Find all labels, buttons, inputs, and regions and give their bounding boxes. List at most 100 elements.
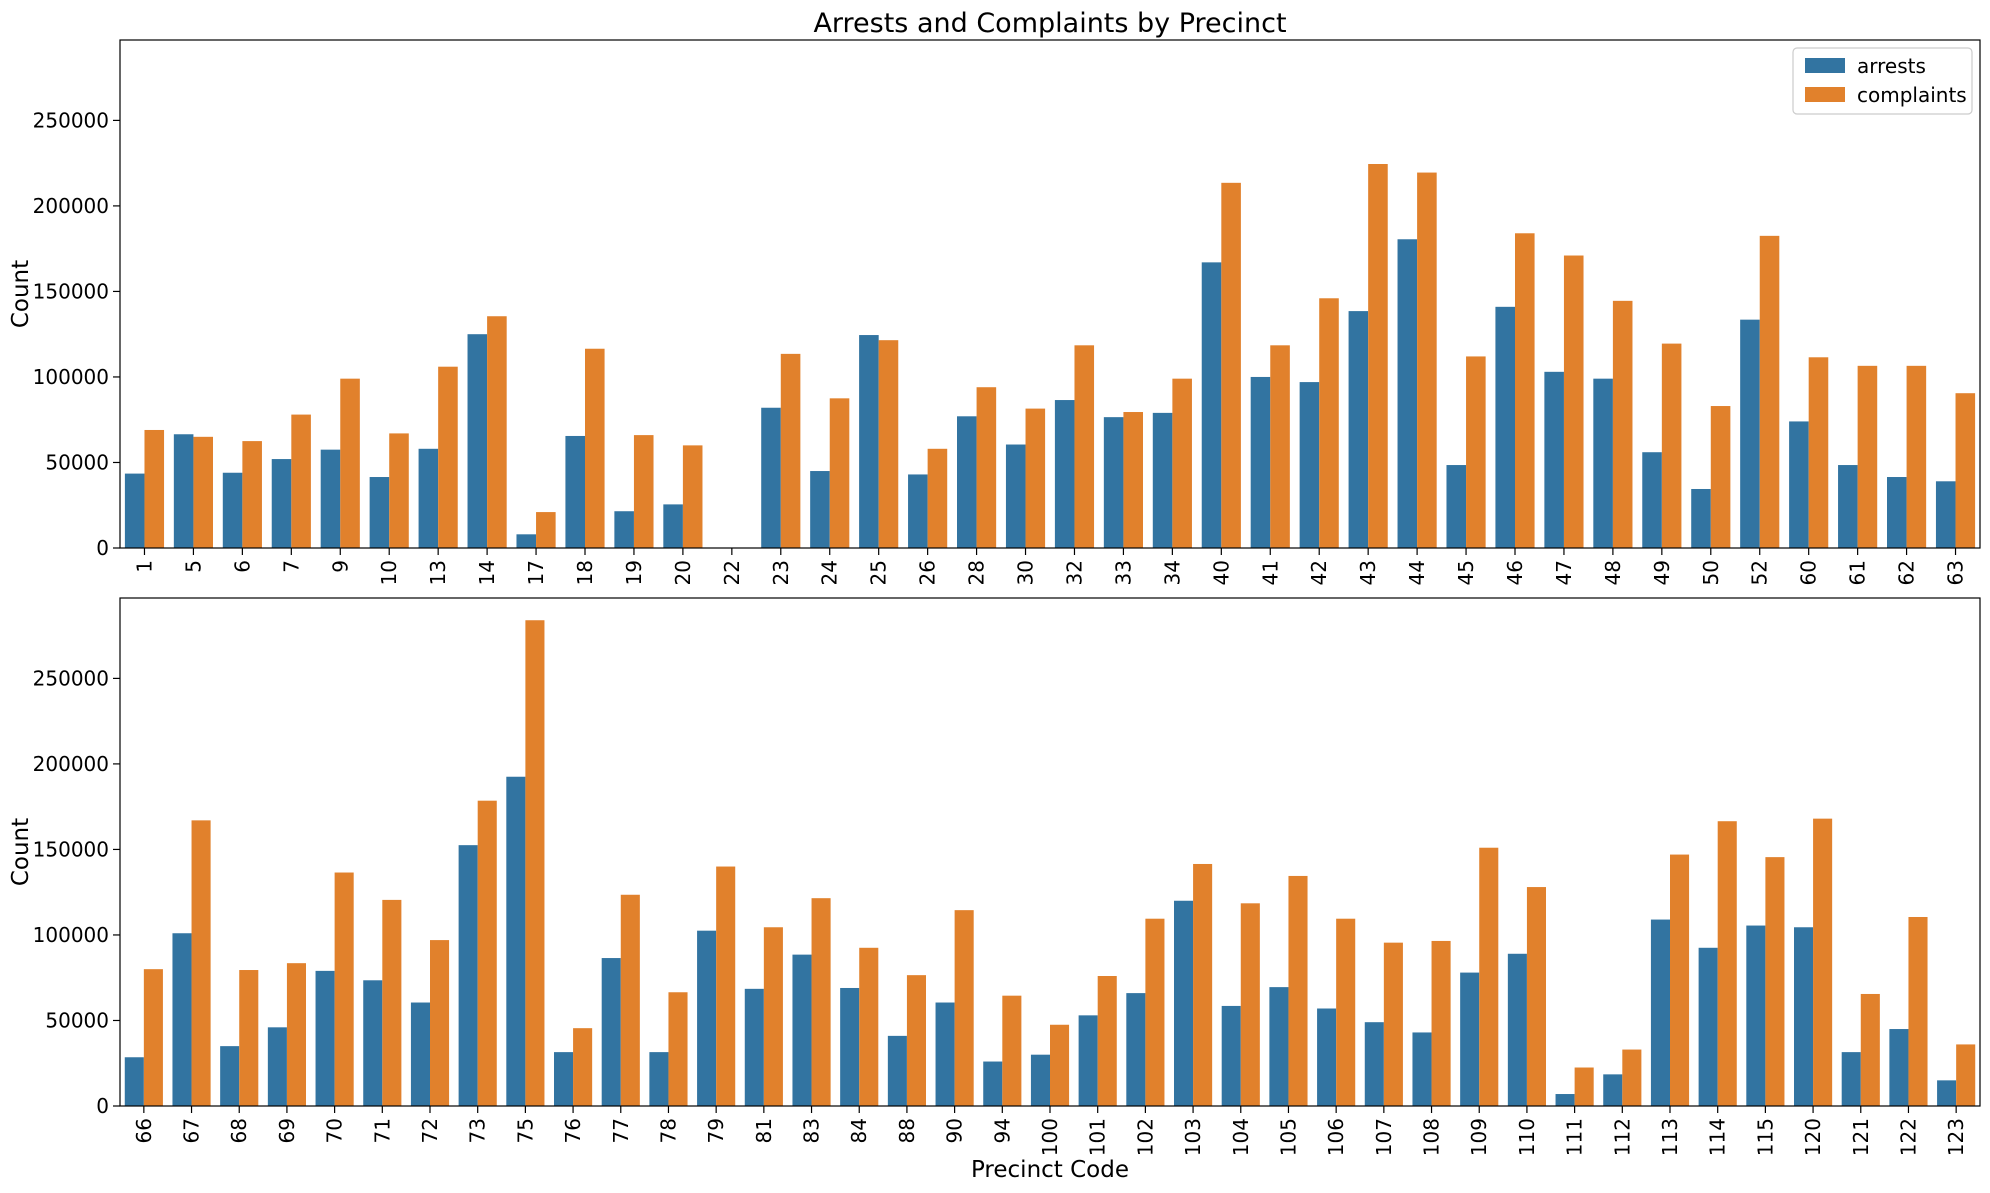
y-axis-label: Count: [8, 260, 34, 328]
bar-arrests-41: [1250, 376, 1271, 548]
y-tick-label: 100000: [33, 365, 109, 389]
bar-complaints-88: [906, 975, 926, 1106]
bar-complaints-62: [1906, 365, 1927, 548]
bar-complaints-14: [487, 316, 507, 548]
bar-complaints-10: [389, 433, 409, 548]
bar-arrests-123: [1937, 1080, 1957, 1106]
bar-complaints-109: [1479, 847, 1499, 1106]
bar-arrests-32: [1054, 400, 1075, 548]
bar-arrests-69: [267, 1027, 287, 1106]
bar-complaints-52: [1759, 235, 1780, 548]
bar-complaints-79: [716, 866, 736, 1106]
bar-complaints-20: [682, 445, 703, 548]
legend: arrests complaints: [1792, 47, 1973, 115]
x-tick-label: 30: [1014, 560, 1038, 585]
bar-arrests-14: [467, 334, 488, 548]
bar-arrests-102: [1126, 993, 1146, 1106]
bar-complaints-40: [1221, 182, 1241, 549]
bar-complaints-75: [525, 620, 545, 1106]
bar-arrests-33: [1103, 417, 1124, 548]
x-tick-label: 108: [1420, 1118, 1444, 1156]
x-tick-label: 5: [181, 560, 205, 573]
bar-complaints-49: [1661, 343, 1682, 548]
x-tick-label: 103: [1181, 1118, 1205, 1156]
bar-arrests-101: [1078, 1015, 1098, 1106]
bar-arrests-9: [320, 449, 341, 548]
bar-arrests-6: [222, 472, 243, 548]
x-tick-label: 22: [720, 560, 744, 585]
x-tick-label: 115: [1753, 1118, 1777, 1156]
x-tick-label: 45: [1454, 560, 1478, 585]
bar-complaints-106: [1336, 918, 1356, 1106]
bar-complaints-103: [1193, 863, 1213, 1106]
bar-arrests-71: [363, 980, 383, 1106]
x-tick-label: 71: [370, 1118, 394, 1143]
bar-arrests-105: [1269, 987, 1289, 1106]
bar-arrests-68: [220, 1046, 240, 1106]
bar-arrests-18: [565, 435, 585, 548]
bar-arrests-115: [1746, 925, 1766, 1106]
bar-arrests-110: [1507, 953, 1527, 1106]
x-tick-label: 67: [180, 1118, 204, 1143]
y-tick-label: 200000: [33, 194, 109, 218]
x-tick-label: 19: [622, 560, 646, 585]
panel-bottom: 0 50000 100000 150000 200000 250000 Count 66 67 6…: [8, 597, 1981, 1183]
x-tick-label: 88: [895, 1118, 919, 1143]
x-tick-label: 33: [1111, 560, 1135, 585]
x-tick-label: 84: [847, 1118, 871, 1143]
bar-complaints-123: [1956, 1044, 1976, 1106]
x-tick-label: 48: [1601, 560, 1625, 585]
x-tick-label: 18: [573, 560, 597, 585]
bar-complaints-13: [438, 366, 458, 548]
bar-complaints-6: [242, 441, 262, 548]
bar-arrests-112: [1603, 1074, 1623, 1106]
axes-frame: [119, 39, 1981, 549]
bar-arrests-17: [516, 534, 537, 548]
bar-complaints-1: [144, 429, 165, 548]
bar-arrests-114: [1698, 947, 1718, 1106]
bar-complaints-73: [477, 800, 497, 1106]
x-tick-label: 73: [466, 1118, 490, 1143]
x-tick-label: 7: [279, 560, 303, 573]
bar-complaints-44: [1417, 172, 1437, 548]
bar-arrests-26: [908, 474, 928, 548]
y-tick-label: 50000: [45, 1008, 109, 1032]
bar-complaints-72: [430, 940, 450, 1106]
bar-arrests-75: [506, 776, 526, 1106]
bar-arrests-46: [1495, 306, 1515, 548]
bar-complaints-110: [1526, 887, 1546, 1106]
bar-arrests-78: [649, 1052, 669, 1106]
y-tick-label: 200000: [33, 752, 109, 776]
bar-complaints-18: [585, 348, 605, 548]
bar-arrests-25: [859, 335, 879, 548]
bar-complaints-115: [1765, 857, 1785, 1106]
x-tick-label: 1: [132, 560, 156, 573]
bar-complaints-9: [340, 378, 360, 548]
x-tick-label: 112: [1610, 1118, 1634, 1156]
bar-complaints-45: [1466, 356, 1486, 548]
x-tick-label: 109: [1467, 1118, 1491, 1156]
y-tick-label: 250000: [33, 666, 109, 690]
bar-arrests-109: [1460, 972, 1480, 1106]
x-tick-label: 42: [1307, 560, 1331, 585]
x-tick-label: 60: [1797, 560, 1821, 585]
bar-arrests-79: [697, 930, 717, 1106]
x-tick-label: 102: [1133, 1118, 1157, 1156]
bar-complaints-71: [382, 899, 402, 1106]
x-tick-label: 83: [800, 1118, 824, 1143]
bar-arrests-50: [1691, 488, 1711, 548]
bar-complaints-77: [620, 894, 640, 1106]
x-tick-label: 100: [1038, 1118, 1062, 1156]
bar-arrests-106: [1317, 1008, 1337, 1106]
bar-arrests-19: [614, 511, 634, 548]
axes-frame: [119, 597, 1981, 1107]
bar-arrests-40: [1201, 262, 1222, 548]
bar-arrests-72: [410, 1002, 430, 1106]
bar-arrests-81: [744, 988, 764, 1106]
bar-arrests-73: [458, 845, 478, 1106]
x-tick-label: 114: [1706, 1118, 1730, 1156]
bar-complaints-7: [291, 414, 311, 548]
bar-arrests-13: [418, 448, 439, 548]
bar-arrests-107: [1364, 1022, 1384, 1106]
